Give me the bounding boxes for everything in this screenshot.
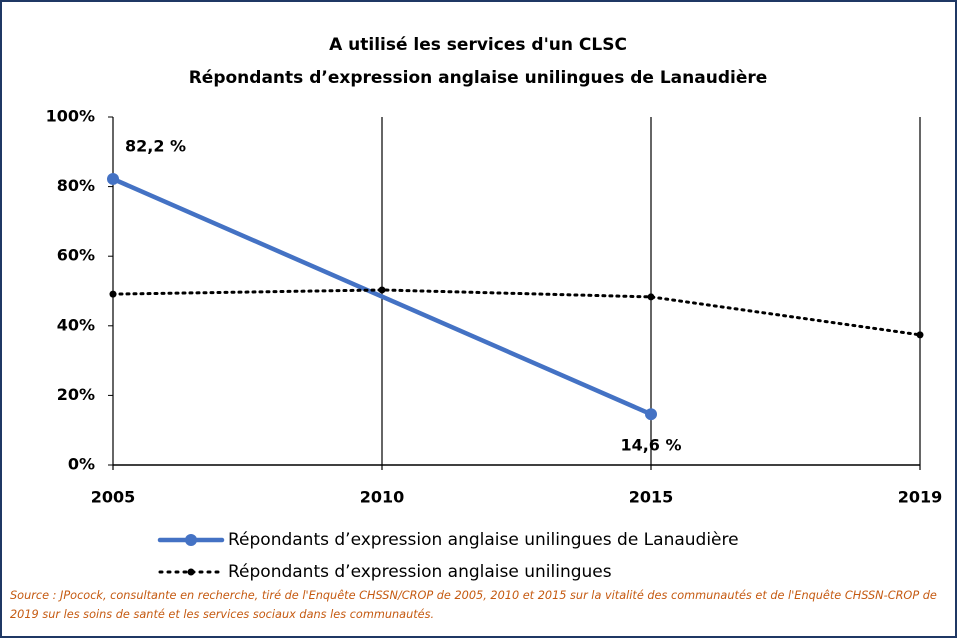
point [647, 293, 655, 301]
x-tick-label: 2019 [898, 488, 943, 507]
chart-title: A utilisé les services d'un CLSC [329, 35, 627, 55]
source-box: Source : JPocock, consultante en recherc… [10, 589, 937, 621]
legend-label: Répondants d’expression anglaise uniling… [228, 562, 612, 582]
data-label: 82,2 % [125, 136, 186, 155]
data-label: 14,6 % [620, 436, 681, 455]
legend-label: Répondants d’expression anglaise uniling… [228, 530, 739, 550]
y-tick-label: 80% [57, 176, 95, 195]
series-line [110, 176, 654, 417]
x-tick-label: 2015 [629, 488, 674, 507]
series-line [111, 288, 922, 337]
y-tick-label: 40% [57, 315, 95, 334]
y-tick-label: 20% [57, 385, 95, 404]
legend-marker [187, 568, 195, 576]
x-tick-label: 2010 [360, 488, 405, 507]
point [916, 331, 924, 339]
point [378, 286, 386, 294]
point [645, 408, 657, 421]
y-tick-label: 100% [46, 107, 95, 126]
point [109, 290, 117, 298]
legend-marker [185, 534, 197, 546]
y-tick-label: 60% [57, 246, 95, 265]
chart-subtitle: Répondants d’expression anglaise uniling… [189, 68, 768, 88]
point [107, 172, 119, 185]
source: Source : JPocock, consultante en recherc… [10, 589, 937, 621]
y-tick-label: 0% [68, 455, 95, 474]
x-tick-label: 2005 [91, 488, 136, 507]
